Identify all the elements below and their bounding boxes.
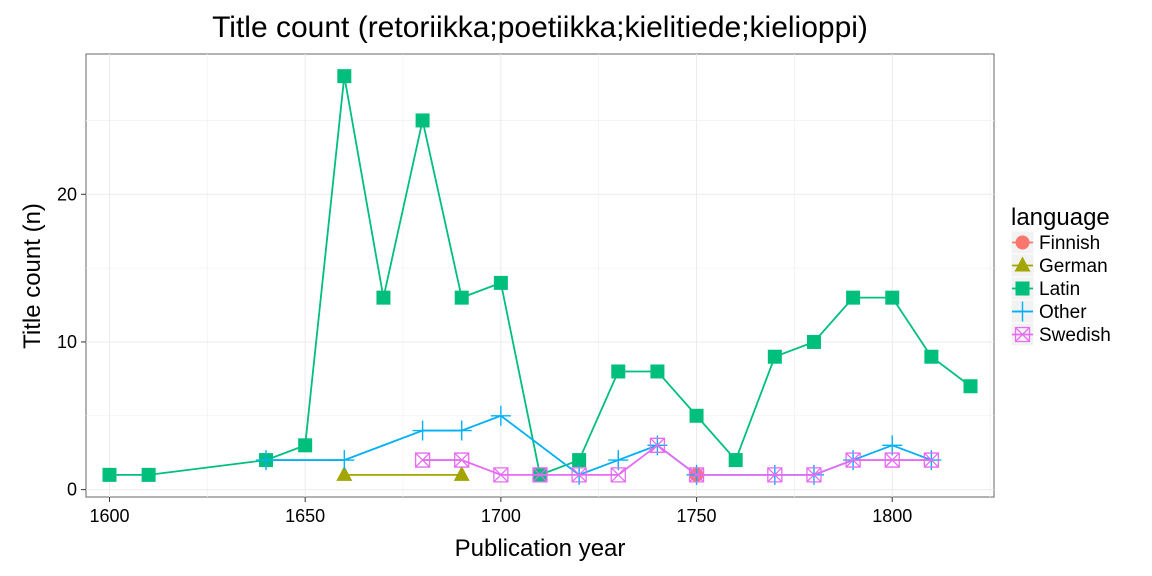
data-point-other — [490, 405, 511, 426]
data-point-latin — [885, 290, 900, 305]
legend-label-other: Other — [1039, 302, 1087, 323]
grid-lines — [86, 54, 994, 497]
legend-key-other — [1012, 301, 1033, 322]
legend-item-latin: Latin — [1010, 276, 1080, 301]
data-point-german — [336, 465, 353, 481]
legend-item-german: German — [1010, 253, 1108, 278]
data-point-latin — [611, 364, 626, 379]
data-point-latin — [376, 290, 391, 305]
axis-ticks: 1600 1650 1700 1750 1800 0 10 20 — [57, 184, 912, 526]
y-tick-label: 10 — [57, 332, 77, 352]
data-point-latin — [650, 364, 665, 379]
x-axis-title: Publication year — [455, 535, 626, 562]
legend-label-latin: Latin — [1039, 279, 1080, 300]
data-point-other — [882, 435, 903, 456]
data-point-swedish — [649, 437, 666, 453]
data-point-latin — [806, 334, 821, 349]
series-latin — [102, 69, 978, 482]
x-tick-label: 1700 — [481, 506, 521, 526]
x-tick-label: 1600 — [89, 506, 129, 526]
data-point-latin — [493, 275, 508, 290]
x-tick-label: 1650 — [285, 506, 325, 526]
data-point-swedish — [845, 452, 861, 468]
legend-key-german — [1014, 256, 1031, 272]
series-german — [336, 465, 470, 481]
y-tick-label: 0 — [67, 480, 77, 500]
data-point-latin — [846, 290, 861, 305]
legend-title: language — [1011, 204, 1110, 231]
data-point-latin — [767, 349, 782, 364]
data-point-latin — [728, 453, 743, 468]
y-tick-label: 20 — [57, 184, 77, 204]
data-point-latin — [415, 113, 430, 128]
chart-title: Title count (retoriikka;poetiikka;kielit… — [212, 11, 868, 44]
data-point-swedish — [532, 467, 548, 483]
data-point-swedish — [767, 467, 783, 483]
data-point-swedish — [688, 467, 705, 483]
y-axis-title: Title count (n) — [19, 203, 46, 349]
data-point-latin — [963, 379, 978, 394]
legend-key-latin — [1015, 281, 1030, 296]
legend-label-swedish: Swedish — [1039, 325, 1111, 346]
legend-key-finnish — [1015, 235, 1030, 250]
data-point-other — [451, 420, 472, 441]
legend-item-finnish: Finnish — [1010, 230, 1100, 255]
data-point-latin — [454, 290, 469, 305]
data-point-latin — [102, 467, 117, 482]
data-point-latin — [924, 349, 939, 364]
series-group — [102, 69, 978, 485]
data-point-latin — [572, 453, 587, 468]
legend-label-german: German — [1039, 256, 1108, 277]
plot-panel — [85, 53, 995, 498]
data-point-swedish — [806, 467, 822, 483]
data-point-other — [412, 420, 433, 441]
data-point-swedish — [454, 452, 470, 468]
legend-label-finnish: Finnish — [1039, 233, 1100, 254]
data-point-swedish — [884, 452, 900, 468]
data-point-latin — [337, 69, 352, 84]
data-point-latin — [689, 408, 704, 423]
data-point-other — [608, 450, 629, 471]
series-swedish — [414, 437, 940, 483]
data-point-swedish — [414, 452, 431, 468]
data-point-swedish — [493, 467, 509, 483]
x-tick-label: 1800 — [872, 506, 912, 526]
data-point-other — [334, 450, 355, 471]
data-point-swedish — [571, 467, 587, 483]
x-tick-label: 1750 — [677, 506, 717, 526]
data-point-swedish — [923, 452, 940, 468]
data-point-latin — [141, 467, 156, 482]
legend-key-swedish — [1014, 326, 1031, 343]
legend-item-swedish: Swedish — [1010, 322, 1111, 347]
legend-item-other: Other — [1010, 299, 1087, 324]
data-point-german — [453, 465, 470, 481]
data-point-swedish — [610, 467, 626, 483]
data-point-other — [256, 450, 277, 471]
data-point-latin — [298, 438, 313, 453]
